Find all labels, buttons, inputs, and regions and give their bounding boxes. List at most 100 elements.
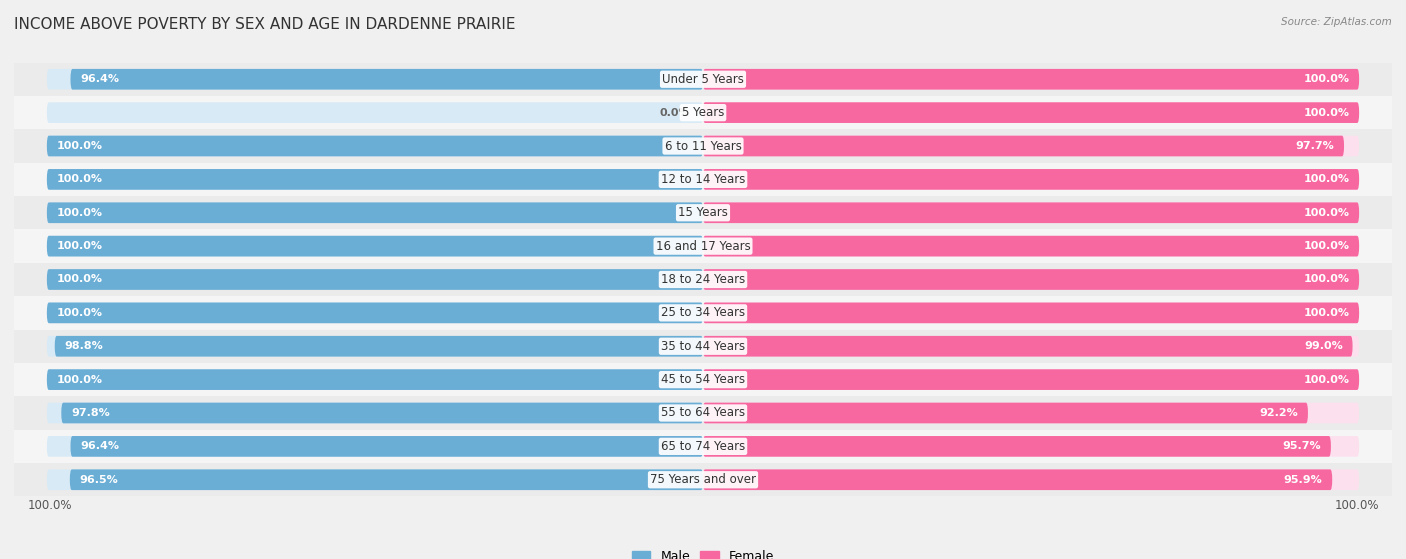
FancyBboxPatch shape	[70, 470, 703, 490]
Bar	[14, 229, 1392, 263]
Bar	[14, 196, 1392, 229]
Text: 100.0%: 100.0%	[1303, 74, 1350, 84]
FancyBboxPatch shape	[46, 136, 703, 157]
Text: 0.0%: 0.0%	[659, 108, 690, 117]
FancyBboxPatch shape	[703, 436, 1360, 457]
Text: 92.2%: 92.2%	[1260, 408, 1298, 418]
Text: 100.0%: 100.0%	[56, 375, 103, 385]
FancyBboxPatch shape	[62, 402, 703, 423]
FancyBboxPatch shape	[46, 470, 703, 490]
Text: 100.0%: 100.0%	[56, 141, 103, 151]
FancyBboxPatch shape	[703, 336, 1360, 357]
Bar	[14, 96, 1392, 129]
FancyBboxPatch shape	[46, 169, 703, 190]
Text: 96.4%: 96.4%	[80, 442, 120, 451]
Bar	[14, 296, 1392, 330]
FancyBboxPatch shape	[703, 302, 1360, 323]
Text: 12 to 14 Years: 12 to 14 Years	[661, 173, 745, 186]
Text: 97.8%: 97.8%	[72, 408, 110, 418]
FancyBboxPatch shape	[703, 336, 1353, 357]
Text: 100.0%: 100.0%	[56, 274, 103, 285]
FancyBboxPatch shape	[46, 436, 703, 457]
FancyBboxPatch shape	[46, 169, 703, 190]
Text: 35 to 44 Years: 35 to 44 Years	[661, 340, 745, 353]
FancyBboxPatch shape	[703, 402, 1308, 423]
Text: 100.0%: 100.0%	[1303, 274, 1350, 285]
Text: 100.0%: 100.0%	[1303, 174, 1350, 184]
FancyBboxPatch shape	[703, 470, 1333, 490]
FancyBboxPatch shape	[46, 336, 703, 357]
Text: 95.9%: 95.9%	[1284, 475, 1323, 485]
FancyBboxPatch shape	[703, 69, 1360, 89]
Bar	[14, 63, 1392, 96]
Text: 100.0%: 100.0%	[1303, 208, 1350, 218]
Text: 100.0%: 100.0%	[1334, 499, 1379, 512]
FancyBboxPatch shape	[703, 470, 1360, 490]
Text: 100.0%: 100.0%	[1303, 308, 1350, 318]
Text: INCOME ABOVE POVERTY BY SEX AND AGE IN DARDENNE PRAIRIE: INCOME ABOVE POVERTY BY SEX AND AGE IN D…	[14, 17, 516, 32]
Text: 16 and 17 Years: 16 and 17 Years	[655, 240, 751, 253]
FancyBboxPatch shape	[703, 369, 1360, 390]
Text: 100.0%: 100.0%	[56, 308, 103, 318]
FancyBboxPatch shape	[703, 169, 1360, 190]
Text: 100.0%: 100.0%	[56, 208, 103, 218]
Bar	[14, 129, 1392, 163]
FancyBboxPatch shape	[703, 302, 1360, 323]
FancyBboxPatch shape	[46, 369, 703, 390]
Text: 55 to 64 Years: 55 to 64 Years	[661, 406, 745, 419]
Bar	[14, 163, 1392, 196]
FancyBboxPatch shape	[703, 202, 1360, 223]
FancyBboxPatch shape	[703, 202, 1360, 223]
FancyBboxPatch shape	[703, 369, 1360, 390]
FancyBboxPatch shape	[703, 236, 1360, 257]
Legend: Male, Female: Male, Female	[627, 546, 779, 559]
FancyBboxPatch shape	[55, 336, 703, 357]
Bar	[14, 263, 1392, 296]
Bar	[14, 363, 1392, 396]
Text: 97.7%: 97.7%	[1295, 141, 1334, 151]
Text: 6 to 11 Years: 6 to 11 Years	[665, 140, 741, 153]
Text: 99.0%: 99.0%	[1303, 341, 1343, 351]
FancyBboxPatch shape	[46, 136, 703, 157]
Text: Source: ZipAtlas.com: Source: ZipAtlas.com	[1281, 17, 1392, 27]
Text: 96.4%: 96.4%	[80, 74, 120, 84]
FancyBboxPatch shape	[703, 102, 1360, 123]
FancyBboxPatch shape	[46, 402, 703, 423]
FancyBboxPatch shape	[703, 269, 1360, 290]
FancyBboxPatch shape	[70, 436, 703, 457]
Text: Under 5 Years: Under 5 Years	[662, 73, 744, 86]
Text: 96.5%: 96.5%	[80, 475, 118, 485]
Text: 95.7%: 95.7%	[1282, 442, 1322, 451]
FancyBboxPatch shape	[46, 369, 703, 390]
Text: 100.0%: 100.0%	[56, 174, 103, 184]
FancyBboxPatch shape	[703, 102, 1360, 123]
FancyBboxPatch shape	[46, 236, 703, 257]
FancyBboxPatch shape	[703, 169, 1360, 190]
Text: 18 to 24 Years: 18 to 24 Years	[661, 273, 745, 286]
Text: 100.0%: 100.0%	[1303, 108, 1350, 117]
Text: 45 to 54 Years: 45 to 54 Years	[661, 373, 745, 386]
Bar	[14, 396, 1392, 430]
FancyBboxPatch shape	[703, 269, 1360, 290]
Text: 100.0%: 100.0%	[1303, 375, 1350, 385]
FancyBboxPatch shape	[46, 202, 703, 223]
Text: 98.8%: 98.8%	[65, 341, 103, 351]
FancyBboxPatch shape	[46, 202, 703, 223]
FancyBboxPatch shape	[46, 269, 703, 290]
FancyBboxPatch shape	[703, 136, 1360, 157]
Bar	[14, 430, 1392, 463]
FancyBboxPatch shape	[46, 102, 703, 123]
Text: 100.0%: 100.0%	[27, 499, 72, 512]
FancyBboxPatch shape	[46, 302, 703, 323]
Text: 75 Years and over: 75 Years and over	[650, 473, 756, 486]
FancyBboxPatch shape	[46, 302, 703, 323]
FancyBboxPatch shape	[703, 69, 1360, 89]
Text: 25 to 34 Years: 25 to 34 Years	[661, 306, 745, 319]
Text: 100.0%: 100.0%	[1303, 241, 1350, 251]
Text: 15 Years: 15 Years	[678, 206, 728, 219]
Text: 65 to 74 Years: 65 to 74 Years	[661, 440, 745, 453]
FancyBboxPatch shape	[703, 436, 1331, 457]
FancyBboxPatch shape	[70, 69, 703, 89]
FancyBboxPatch shape	[703, 136, 1344, 157]
FancyBboxPatch shape	[703, 236, 1360, 257]
